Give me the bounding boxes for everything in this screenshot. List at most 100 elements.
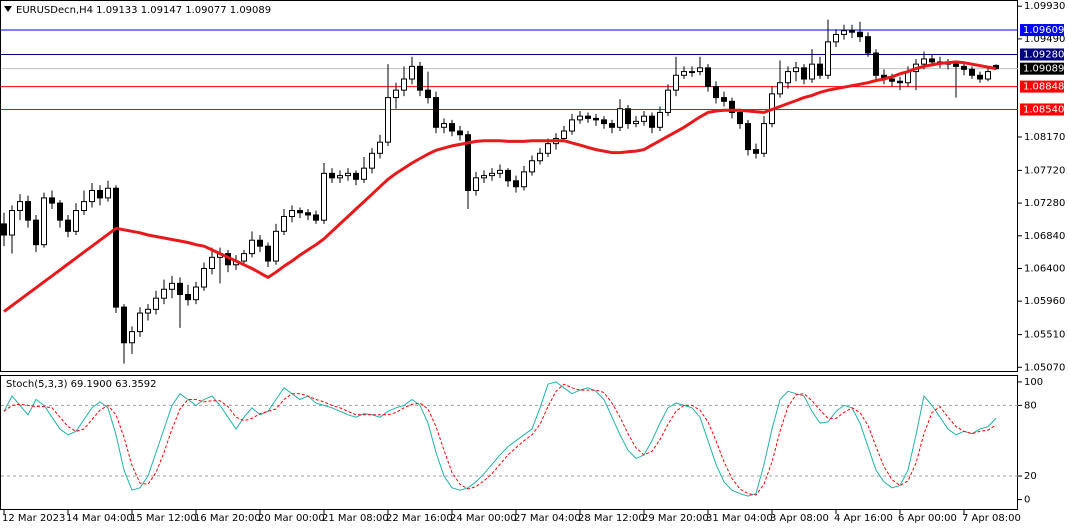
candle-body (473, 177, 479, 191)
candle-body (313, 214, 319, 221)
candle-body (641, 115, 647, 122)
indicator-line (3, 381, 997, 497)
candle-body (273, 230, 279, 262)
candle-body (265, 245, 271, 262)
candle-body (817, 63, 823, 76)
candle-body (73, 210, 79, 232)
candle-body (49, 197, 55, 204)
candle-body (545, 143, 551, 154)
candle-body (113, 187, 119, 308)
candle-body (401, 78, 407, 91)
candle-body (89, 189, 95, 203)
candle-body (857, 31, 863, 38)
candle-body (17, 201, 23, 212)
x-tick-label: 4 Apr 16:00 (834, 513, 893, 524)
candle-body (657, 111, 663, 128)
candle-body (673, 74, 679, 91)
candle-body (281, 215, 287, 232)
candle-body (121, 306, 127, 344)
candle-body (825, 41, 831, 76)
candle-body (689, 71, 695, 74)
candle-body (169, 282, 175, 290)
candle-body (201, 267, 207, 288)
candle-body (81, 201, 87, 212)
candle-body (833, 33, 839, 43)
y-tick-label: 1.05070 (1024, 362, 1065, 373)
candle-body (337, 175, 343, 179)
candle-body (601, 119, 607, 125)
candle-body (665, 89, 671, 113)
candle-body (897, 80, 903, 84)
indicator-y-tick-label: 80 (1024, 400, 1037, 411)
candle-body (321, 172, 327, 221)
candle-body (921, 58, 927, 65)
candle-body (489, 172, 495, 177)
indicator-panel-frame (0, 375, 1018, 510)
indicator-title: Stoch(5,3,3) 69.1900 63.3592 (6, 379, 157, 390)
candle-body (57, 202, 63, 221)
candle-body (617, 108, 623, 128)
candle-body (241, 253, 247, 262)
indicator-y-tick-label: 20 (1024, 471, 1037, 482)
x-tick-label: 28 Mar 12:00 (578, 513, 645, 524)
price-level-label: 1.08848 (1023, 82, 1064, 93)
candle-body (441, 123, 447, 128)
x-tick-label: 3 Apr 08:00 (770, 513, 829, 524)
candle-body (369, 152, 375, 169)
y-tick-label: 1.09490 (1024, 34, 1065, 45)
price-level-label: 1.09089 (1023, 64, 1064, 75)
candle-body (529, 160, 535, 173)
y-tick-label: 1.08170 (1024, 132, 1065, 143)
candle-body (681, 71, 687, 76)
candle-body (697, 67, 703, 73)
candle-body (761, 123, 767, 154)
candle-body (449, 123, 455, 132)
y-tick-label: 1.09930 (1024, 1, 1065, 12)
candle-body (801, 67, 807, 80)
candle-body (953, 63, 959, 67)
candle-body (353, 172, 359, 180)
candle-body (609, 123, 615, 128)
candle-body (513, 180, 519, 188)
candle-body (873, 52, 879, 76)
candle-body (977, 74, 983, 80)
price-level-label: 1.09280 (1023, 49, 1064, 60)
candle-body (345, 172, 351, 177)
price-level-box (1020, 103, 1064, 116)
candle-body (841, 30, 847, 35)
candle-body (465, 134, 471, 191)
candle-body (633, 120, 639, 125)
y-tick-label: 1.05960 (1024, 296, 1065, 307)
x-tick-label: 31 Mar 04:00 (706, 513, 773, 524)
indicator-line (3, 383, 997, 496)
candle-body (393, 89, 399, 99)
candle-body (417, 65, 423, 91)
candle-body (721, 97, 727, 102)
candle-body (777, 82, 783, 95)
symbol-menu-icon[interactable] (4, 6, 12, 12)
candle-body (793, 67, 799, 73)
y-tick-label: 1.07720 (1024, 165, 1065, 176)
x-tick-label: 21 Mar 08:00 (322, 513, 389, 524)
candle-body (713, 85, 719, 99)
candle-body (305, 212, 311, 216)
y-tick-label: 1.06400 (1024, 263, 1065, 274)
x-tick-label: 15 Mar 12:00 (130, 513, 197, 524)
x-tick-label: 24 Mar 00:00 (450, 513, 517, 524)
candle-body (1, 223, 7, 236)
candle-body (105, 187, 111, 199)
candle-body (505, 169, 511, 182)
candle-body (297, 210, 303, 214)
candle-body (137, 312, 143, 333)
price-level-box (1020, 24, 1064, 37)
candle-body (25, 201, 31, 221)
y-tick-label: 1.07280 (1024, 198, 1065, 209)
candle-body (577, 115, 583, 121)
candle-body (425, 89, 431, 99)
candle-body (145, 308, 151, 314)
candle-body (865, 36, 871, 54)
candle-body (809, 63, 815, 80)
chart-header: EURUSDecn,H4 1.09133 1.09147 1.09077 1.0… (16, 5, 271, 16)
candle-body (409, 65, 415, 80)
